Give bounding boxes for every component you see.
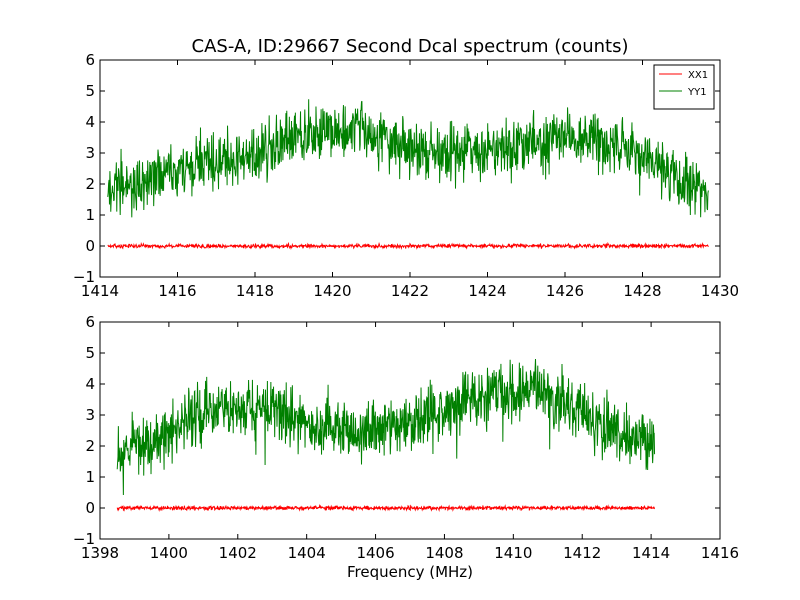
series-line-yy1 bbox=[107, 99, 709, 218]
y-tick-label: 1 bbox=[85, 468, 95, 486]
plot-frame bbox=[99, 321, 721, 540]
legend-frame bbox=[653, 64, 715, 110]
y-tick-label: 0 bbox=[85, 237, 95, 255]
axis-ticks: 1398 1400 1402 1404 1406 1408 1410 1412 1414 1416… bbox=[73, 313, 739, 562]
y-tick-label: −1 bbox=[73, 530, 95, 548]
x-tick-label: 1398 bbox=[81, 544, 119, 562]
x-tick-label: 1406 bbox=[356, 544, 394, 562]
series-line-xx1 bbox=[116, 503, 656, 512]
y-tick-label: 6 bbox=[85, 313, 95, 331]
x-tick-label: 1410 bbox=[494, 544, 532, 562]
y-tick-label: −1 bbox=[73, 268, 95, 286]
x-tick-label: 1430 bbox=[701, 282, 739, 300]
bottom-panel: 1398 1400 1402 1404 1406 1408 1410 1412 1414 1416… bbox=[73, 313, 739, 562]
axis-ticks: 1414 1416 1418 1420 1422 1424 1426 1428 1430−101… bbox=[73, 51, 739, 300]
x-tick-label: 1412 bbox=[563, 544, 601, 562]
y-tick-label: 3 bbox=[85, 406, 95, 424]
x-tick-label: 1428 bbox=[623, 282, 661, 300]
x-tick-label: 1400 bbox=[150, 544, 188, 562]
x-tick-label: 1414 bbox=[632, 544, 670, 562]
series-lines bbox=[116, 358, 656, 512]
x-tick-label: 1416 bbox=[701, 544, 739, 562]
x-tick-label: 1402 bbox=[219, 544, 257, 562]
x-tick-label: 1408 bbox=[425, 544, 463, 562]
series-line-xx1 bbox=[107, 241, 709, 251]
y-tick-label: 1 bbox=[85, 206, 95, 224]
top-panel: 1414 1416 1418 1420 1422 1424 1426 1428 1430−101… bbox=[73, 51, 739, 300]
y-tick-label: 3 bbox=[85, 144, 95, 162]
y-tick-label: 6 bbox=[85, 51, 95, 69]
y-tick-label: 5 bbox=[85, 82, 95, 100]
legend-label: XX1 bbox=[688, 70, 708, 81]
x-tick-label: 1404 bbox=[288, 544, 326, 562]
x-tick-label: 1420 bbox=[313, 282, 351, 300]
y-tick-label: 5 bbox=[85, 344, 95, 362]
series-line-yy1 bbox=[116, 358, 656, 495]
x-tick-label: 1418 bbox=[236, 282, 274, 300]
x-tick-label: 1422 bbox=[391, 282, 429, 300]
x-tick-label: 1416 bbox=[158, 282, 196, 300]
x-axis-label: Frequency (MHz) bbox=[347, 563, 473, 581]
series-lines bbox=[107, 99, 709, 251]
y-tick-label: 0 bbox=[85, 499, 95, 517]
y-tick-label: 4 bbox=[85, 375, 95, 393]
y-tick-label: 2 bbox=[85, 175, 95, 193]
x-tick-label: 1414 bbox=[81, 282, 119, 300]
legend-label: YY1 bbox=[687, 87, 707, 98]
chart-title: CAS-A, ID:29667 Second Dcal spectrum (co… bbox=[192, 36, 629, 57]
legend: XX1 YY1 bbox=[653, 64, 715, 110]
y-tick-label: 4 bbox=[85, 113, 95, 131]
x-tick-label: 1424 bbox=[468, 282, 506, 300]
y-tick-label: 2 bbox=[85, 437, 95, 455]
x-tick-label: 1426 bbox=[546, 282, 584, 300]
